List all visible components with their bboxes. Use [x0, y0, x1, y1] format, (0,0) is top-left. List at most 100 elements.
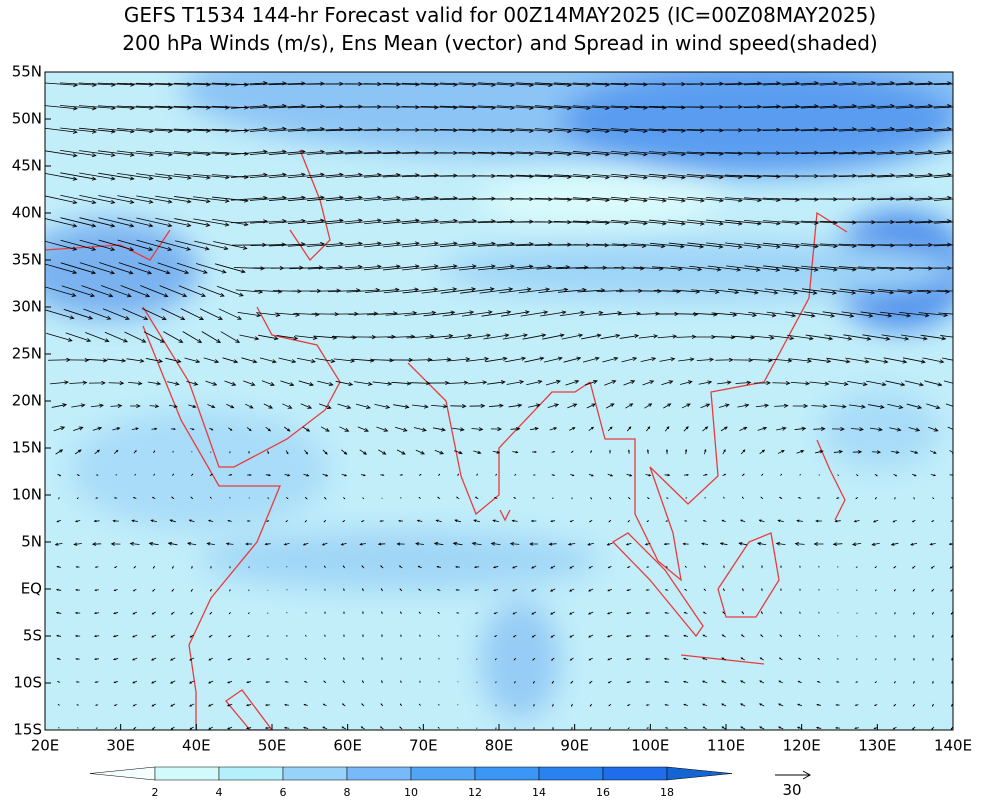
- colorbar-swatch: [603, 767, 667, 780]
- colorbar-swatch: [411, 767, 475, 780]
- wind-vector-head: [966, 82, 970, 85]
- wind-vector-head: [325, 635, 326, 636]
- y-tick-label: 50N: [12, 110, 42, 128]
- wind-vector-head: [956, 383, 960, 386]
- wind-vector-head: [115, 498, 116, 499]
- wind-vector-head: [363, 612, 364, 613]
- wind-vector-head: [286, 659, 287, 660]
- wind-vector-head: [401, 635, 402, 636]
- wind-vector-head: [96, 498, 97, 499]
- wind-vector-head: [553, 728, 554, 729]
- colorbar-swatch: [347, 767, 411, 780]
- wind-vector-head: [476, 636, 477, 637]
- wind-vector-head: [59, 498, 60, 499]
- wind-vector-head: [628, 728, 629, 729]
- wind-vector-head: [363, 635, 364, 636]
- wind-vector-head: [964, 290, 968, 293]
- wind-vector-head: [647, 728, 648, 729]
- wind-vector-head: [966, 173, 970, 176]
- y-tick-label: 25N: [12, 345, 42, 363]
- wind-vector-head: [515, 705, 516, 706]
- wind-vector-head: [267, 521, 268, 522]
- colorbar-label: 8: [344, 786, 351, 799]
- wind-vector-head: [344, 612, 345, 613]
- wind-vector-head: [966, 104, 970, 107]
- y-tick-label: 55N: [12, 63, 42, 81]
- colorbar-swatch: [155, 767, 219, 780]
- y-tick-label: 10S: [13, 674, 42, 692]
- wind-vector-head: [966, 219, 970, 222]
- wind-vector-head: [800, 566, 801, 567]
- wind-vector-head: [647, 705, 648, 706]
- wind-vector-head: [210, 497, 211, 498]
- wind-vector-head: [553, 705, 554, 706]
- wind-vector-head: [77, 681, 78, 682]
- colorbar-label: 4: [216, 786, 223, 799]
- x-tick-label: 60E: [333, 737, 362, 755]
- wind-vector-head: [401, 658, 402, 659]
- wind-vector-head: [666, 567, 667, 568]
- y-tick-label: 40N: [12, 204, 42, 222]
- y-tick-label: 5S: [23, 627, 42, 645]
- wind-vector-head: [966, 243, 970, 246]
- wind-vector-head: [534, 475, 535, 476]
- wind-vector-head: [211, 567, 212, 568]
- wind-vector-head: [960, 336, 964, 339]
- wind-vector-head: [572, 728, 573, 729]
- y-tick-label: 20N: [12, 392, 42, 410]
- wind-vector-head: [267, 659, 268, 660]
- wind-vector-head: [420, 635, 421, 636]
- wind-vector-head: [344, 635, 345, 636]
- wind-vector-head: [248, 521, 249, 522]
- wind-vector-head: [515, 728, 516, 729]
- wind-vector-head: [895, 498, 896, 499]
- wind-vector-head: [58, 705, 59, 706]
- y-tick-label: 45N: [12, 157, 42, 175]
- y-tick-label: 35N: [12, 251, 42, 269]
- wind-vector-head: [933, 659, 934, 660]
- colorbar-label: 18: [660, 786, 674, 799]
- x-tick-label: 50E: [258, 737, 287, 755]
- wind-vector: [772, 383, 789, 384]
- colorbar-swatch: [539, 767, 603, 780]
- wind-vector-head: [875, 682, 876, 683]
- wind-vector-head: [800, 612, 801, 613]
- x-tick-label: 130E: [858, 737, 896, 755]
- y-tick-label: 5N: [21, 533, 42, 551]
- wind-vector-head: [952, 682, 953, 683]
- colorbar-swatch: [667, 767, 732, 780]
- wind-vector-head: [952, 636, 953, 637]
- y-tick-label: 30N: [12, 298, 42, 316]
- x-tick-label: 110E: [707, 737, 745, 755]
- wind-vector-head: [781, 474, 782, 475]
- wind-vector-head: [77, 498, 78, 499]
- wind-vector-head: [192, 567, 193, 568]
- colorbar-swatch: [90, 767, 155, 780]
- wind-vector-head: [401, 681, 402, 682]
- wind-vector-head: [363, 658, 364, 659]
- wind-vector-head: [856, 682, 857, 683]
- wind-vector-head: [325, 589, 326, 590]
- wind-vector-head: [966, 266, 970, 269]
- x-tick-label: 120E: [783, 737, 821, 755]
- colorbar-label: 12: [468, 786, 482, 799]
- wind-vector-head: [743, 589, 744, 590]
- wind-vector: [935, 268, 970, 269]
- x-tick-label: 70E: [409, 737, 438, 755]
- wind-vector-head: [895, 659, 896, 660]
- wind-vector-head: [325, 612, 326, 613]
- wind-vector-head: [762, 589, 763, 590]
- wind-vector-head: [420, 658, 421, 659]
- wind-vector-head: [382, 635, 383, 636]
- wind-vector-head: [382, 658, 383, 659]
- wind-vector-head: [966, 127, 970, 130]
- colorbar-swatch: [283, 767, 347, 780]
- wind-vector-head: [895, 636, 896, 637]
- wind-vector-head: [230, 567, 231, 568]
- wind-vector-head: [591, 728, 592, 729]
- wind-vector-head: [685, 521, 686, 522]
- colorbar-swatch: [475, 767, 539, 780]
- wind-vector-head: [781, 566, 782, 567]
- y-tick-label: 15N: [12, 439, 42, 457]
